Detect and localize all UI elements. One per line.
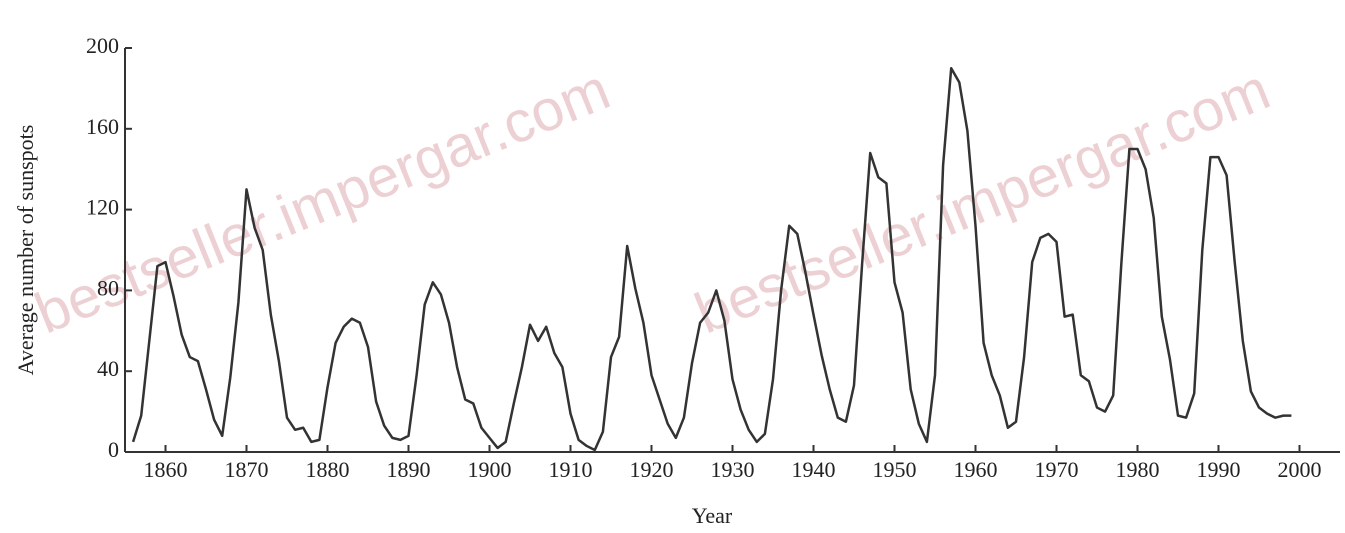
x-axis-label: Year	[692, 503, 733, 528]
x-tick-label: 1870	[225, 457, 269, 482]
x-tick-label: 1880	[306, 457, 350, 482]
x-tick-label: 2000	[1278, 457, 1322, 482]
x-tick-label: 1960	[954, 457, 998, 482]
x-tick-label: 1920	[630, 457, 674, 482]
y-tick-label: 40	[97, 356, 119, 381]
y-tick-label: 120	[86, 195, 119, 220]
x-tick-label: 1980	[1116, 457, 1160, 482]
x-tick-label: 1940	[792, 457, 836, 482]
y-tick-label: 200	[86, 33, 119, 58]
y-axis-label: Average number of sunspots	[13, 125, 38, 376]
y-tick-label: 0	[108, 437, 119, 462]
watermark: bestseller.impergar.com	[686, 57, 1278, 347]
x-tick-label: 1890	[387, 457, 431, 482]
y-tick-label: 160	[86, 114, 119, 139]
x-tick-label: 1950	[873, 457, 917, 482]
x-tick-label: 1860	[144, 457, 188, 482]
x-tick-label: 1900	[468, 457, 512, 482]
x-tick-label: 1910	[549, 457, 593, 482]
line-series	[131, 66, 1292, 452]
x-tick-label: 1930	[711, 457, 755, 482]
x-tick-label: 1990	[1197, 457, 1241, 482]
x-tick-label: 1970	[1035, 457, 1079, 482]
y-tick-label: 80	[97, 275, 119, 300]
